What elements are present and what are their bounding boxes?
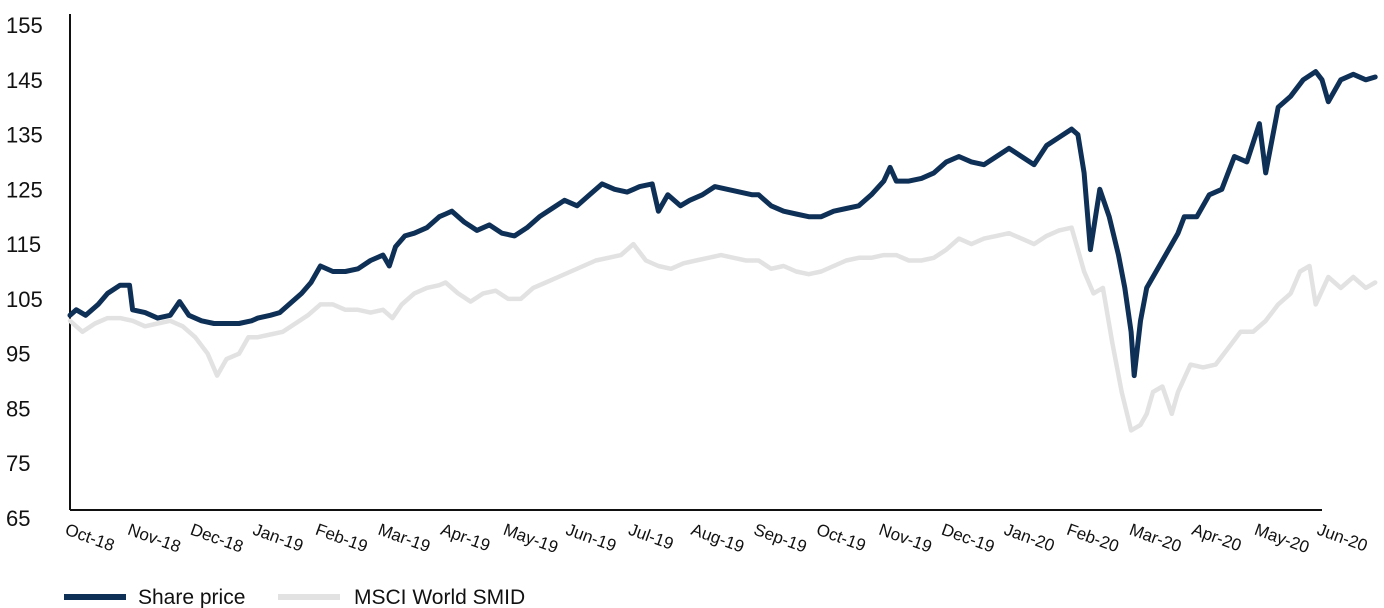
y-tick-label: 125 <box>6 177 43 202</box>
x-tick-label: Jul-19 <box>626 520 676 554</box>
x-tick-label: May-19 <box>501 520 561 557</box>
legend-label-msci-world-smid: MSCI World SMID <box>354 586 525 608</box>
legend: Share price MSCI World SMID <box>64 586 525 608</box>
x-tick-label: Feb-20 <box>1064 520 1121 556</box>
y-tick-label: 65 <box>6 506 30 531</box>
x-tick-label: Jan-19 <box>250 520 305 556</box>
x-tick-label: Nov-19 <box>876 520 934 557</box>
x-tick-labels: Oct-18 Nov-18 Dec-18 Jan-19 Feb-19 Mar-19 Apr-… <box>63 520 1370 557</box>
x-tick-label: May-20 <box>1252 520 1312 557</box>
x-tick-label: Feb-19 <box>313 520 370 556</box>
series-lines <box>67 69 1378 433</box>
legend-label-share-price: Share price <box>138 586 245 608</box>
y-tick-label: 105 <box>6 287 43 312</box>
x-tick-label: Sep-19 <box>751 520 809 557</box>
x-tick-label: Oct-18 <box>63 520 117 555</box>
x-tick-label: Oct-19 <box>814 520 868 555</box>
y-tick-labels: 155 145 135 125 115 105 95 85 75 65 <box>6 13 43 531</box>
x-tick-label: Apr-19 <box>438 520 492 555</box>
series-line-share-price <box>67 69 1378 379</box>
y-tick-label: 115 <box>6 232 41 257</box>
x-tick-label: Apr-20 <box>1189 520 1243 555</box>
y-tick-label: 95 <box>6 342 30 367</box>
x-tick-label: Mar-20 <box>1127 520 1184 556</box>
x-tick-label: Mar-19 <box>376 520 433 556</box>
x-tick-label: Jun-20 <box>1315 520 1370 556</box>
y-tick-label: 135 <box>6 123 43 148</box>
x-tick-label: Dec-19 <box>939 520 997 557</box>
y-tick-label: 85 <box>6 396 30 421</box>
x-tick-label: Jan-20 <box>1002 520 1057 556</box>
y-tick-label: 155 <box>6 13 43 38</box>
x-tick-label: Jun-19 <box>563 520 618 556</box>
series-line-msci-world-smid <box>67 225 1378 433</box>
x-tick-label: Dec-18 <box>188 520 246 557</box>
x-tick-label: Nov-18 <box>125 520 183 557</box>
y-tick-label: 75 <box>6 451 30 476</box>
x-tick-label: Aug-19 <box>689 520 747 557</box>
y-tick-label: 145 <box>6 68 43 93</box>
